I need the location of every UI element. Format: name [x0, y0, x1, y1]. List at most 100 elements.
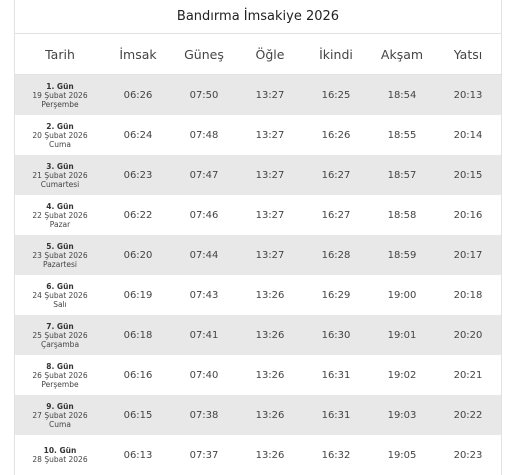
- weekday: Cumartesi: [15, 180, 105, 189]
- column-header: Tarih: [15, 34, 105, 75]
- day-number: 8. Gün: [15, 362, 105, 371]
- table-title: Bandırma İmsakiye 2026: [15, 0, 501, 34]
- time-cell: 07:41: [171, 315, 237, 355]
- date: 20 Şubat 2026: [15, 131, 105, 140]
- weekday: Çarşamba: [15, 340, 105, 349]
- column-header: Yatsı: [435, 34, 501, 75]
- time-cell: 06:15: [105, 395, 171, 435]
- day-number: 6. Gün: [15, 282, 105, 291]
- time-cell: 20:16: [435, 195, 501, 235]
- time-cell: 06:18: [105, 315, 171, 355]
- time-cell: 06:16: [105, 355, 171, 395]
- date: 28 Şubat 2026: [15, 455, 105, 464]
- time-cell: 07:50: [171, 75, 237, 116]
- time-cell: 16:27: [303, 155, 369, 195]
- column-header: Akşam: [369, 34, 435, 75]
- time-cell: 13:26: [237, 395, 303, 435]
- weekday: Perşembe: [15, 100, 105, 109]
- column-header: İkindi: [303, 34, 369, 75]
- weekday: Cuma: [15, 420, 105, 429]
- time-cell: 19:05: [369, 435, 435, 475]
- time-cell: 13:26: [237, 275, 303, 315]
- day-number: 5. Gün: [15, 242, 105, 251]
- time-cell: 20:23: [435, 435, 501, 475]
- weekday: Perşembe: [15, 380, 105, 389]
- time-cell: 07:46: [171, 195, 237, 235]
- weekday: Pazar: [15, 220, 105, 229]
- day-number: 4. Gün: [15, 202, 105, 211]
- time-cell: 18:59: [369, 235, 435, 275]
- time-cell: 07:47: [171, 155, 237, 195]
- time-cell: 16:31: [303, 355, 369, 395]
- date: 24 Şubat 2026: [15, 291, 105, 300]
- column-header: Öğle: [237, 34, 303, 75]
- date: 22 Şubat 2026: [15, 211, 105, 220]
- day-number: 1. Gün: [15, 82, 105, 91]
- time-cell: 07:44: [171, 235, 237, 275]
- time-cell: 07:48: [171, 115, 237, 155]
- time-cell: 20:13: [435, 75, 501, 116]
- time-cell: 16:25: [303, 75, 369, 116]
- date: 19 Şubat 2026: [15, 91, 105, 100]
- time-cell: 06:22: [105, 195, 171, 235]
- time-cell: 20:18: [435, 275, 501, 315]
- time-cell: 07:40: [171, 355, 237, 395]
- day-number: 7. Gün: [15, 322, 105, 331]
- time-cell: 13:26: [237, 315, 303, 355]
- time-cell: 06:20: [105, 235, 171, 275]
- time-cell: 20:15: [435, 155, 501, 195]
- day-number: 3. Gün: [15, 162, 105, 171]
- day-number: 2. Gün: [15, 122, 105, 131]
- time-cell: 16:31: [303, 395, 369, 435]
- time-cell: 06:19: [105, 275, 171, 315]
- time-cell: 20:14: [435, 115, 501, 155]
- date: 21 Şubat 2026: [15, 171, 105, 180]
- column-header: Güneş: [171, 34, 237, 75]
- time-cell: 13:27: [237, 155, 303, 195]
- day-number: 10. Gün: [15, 446, 105, 455]
- page: {"title": "Bandırma İmsakiye 2026", "tab…: [0, 0, 525, 462]
- date: 27 Şubat 2026: [15, 411, 105, 420]
- time-cell: 16:27: [303, 195, 369, 235]
- time-cell: 18:57: [369, 155, 435, 195]
- time-cell: 13:27: [237, 195, 303, 235]
- date: 26 Şubat 2026: [15, 371, 105, 380]
- time-cell: 16:26: [303, 115, 369, 155]
- time-cell: 13:27: [237, 75, 303, 116]
- time-cell: 16:28: [303, 235, 369, 275]
- time-cell: 18:55: [369, 115, 435, 155]
- time-cell: 19:01: [369, 315, 435, 355]
- time-cell: 20:20: [435, 315, 501, 355]
- time-cell: 13:26: [237, 435, 303, 475]
- time-cell: 06:13: [105, 435, 171, 475]
- time-cell: 19:03: [369, 395, 435, 435]
- weekday: Cuma: [15, 140, 105, 149]
- time-cell: 16:32: [303, 435, 369, 475]
- time-cell: 20:17: [435, 235, 501, 275]
- time-cell: 06:24: [105, 115, 171, 155]
- date: 23 Şubat 2026: [15, 251, 105, 260]
